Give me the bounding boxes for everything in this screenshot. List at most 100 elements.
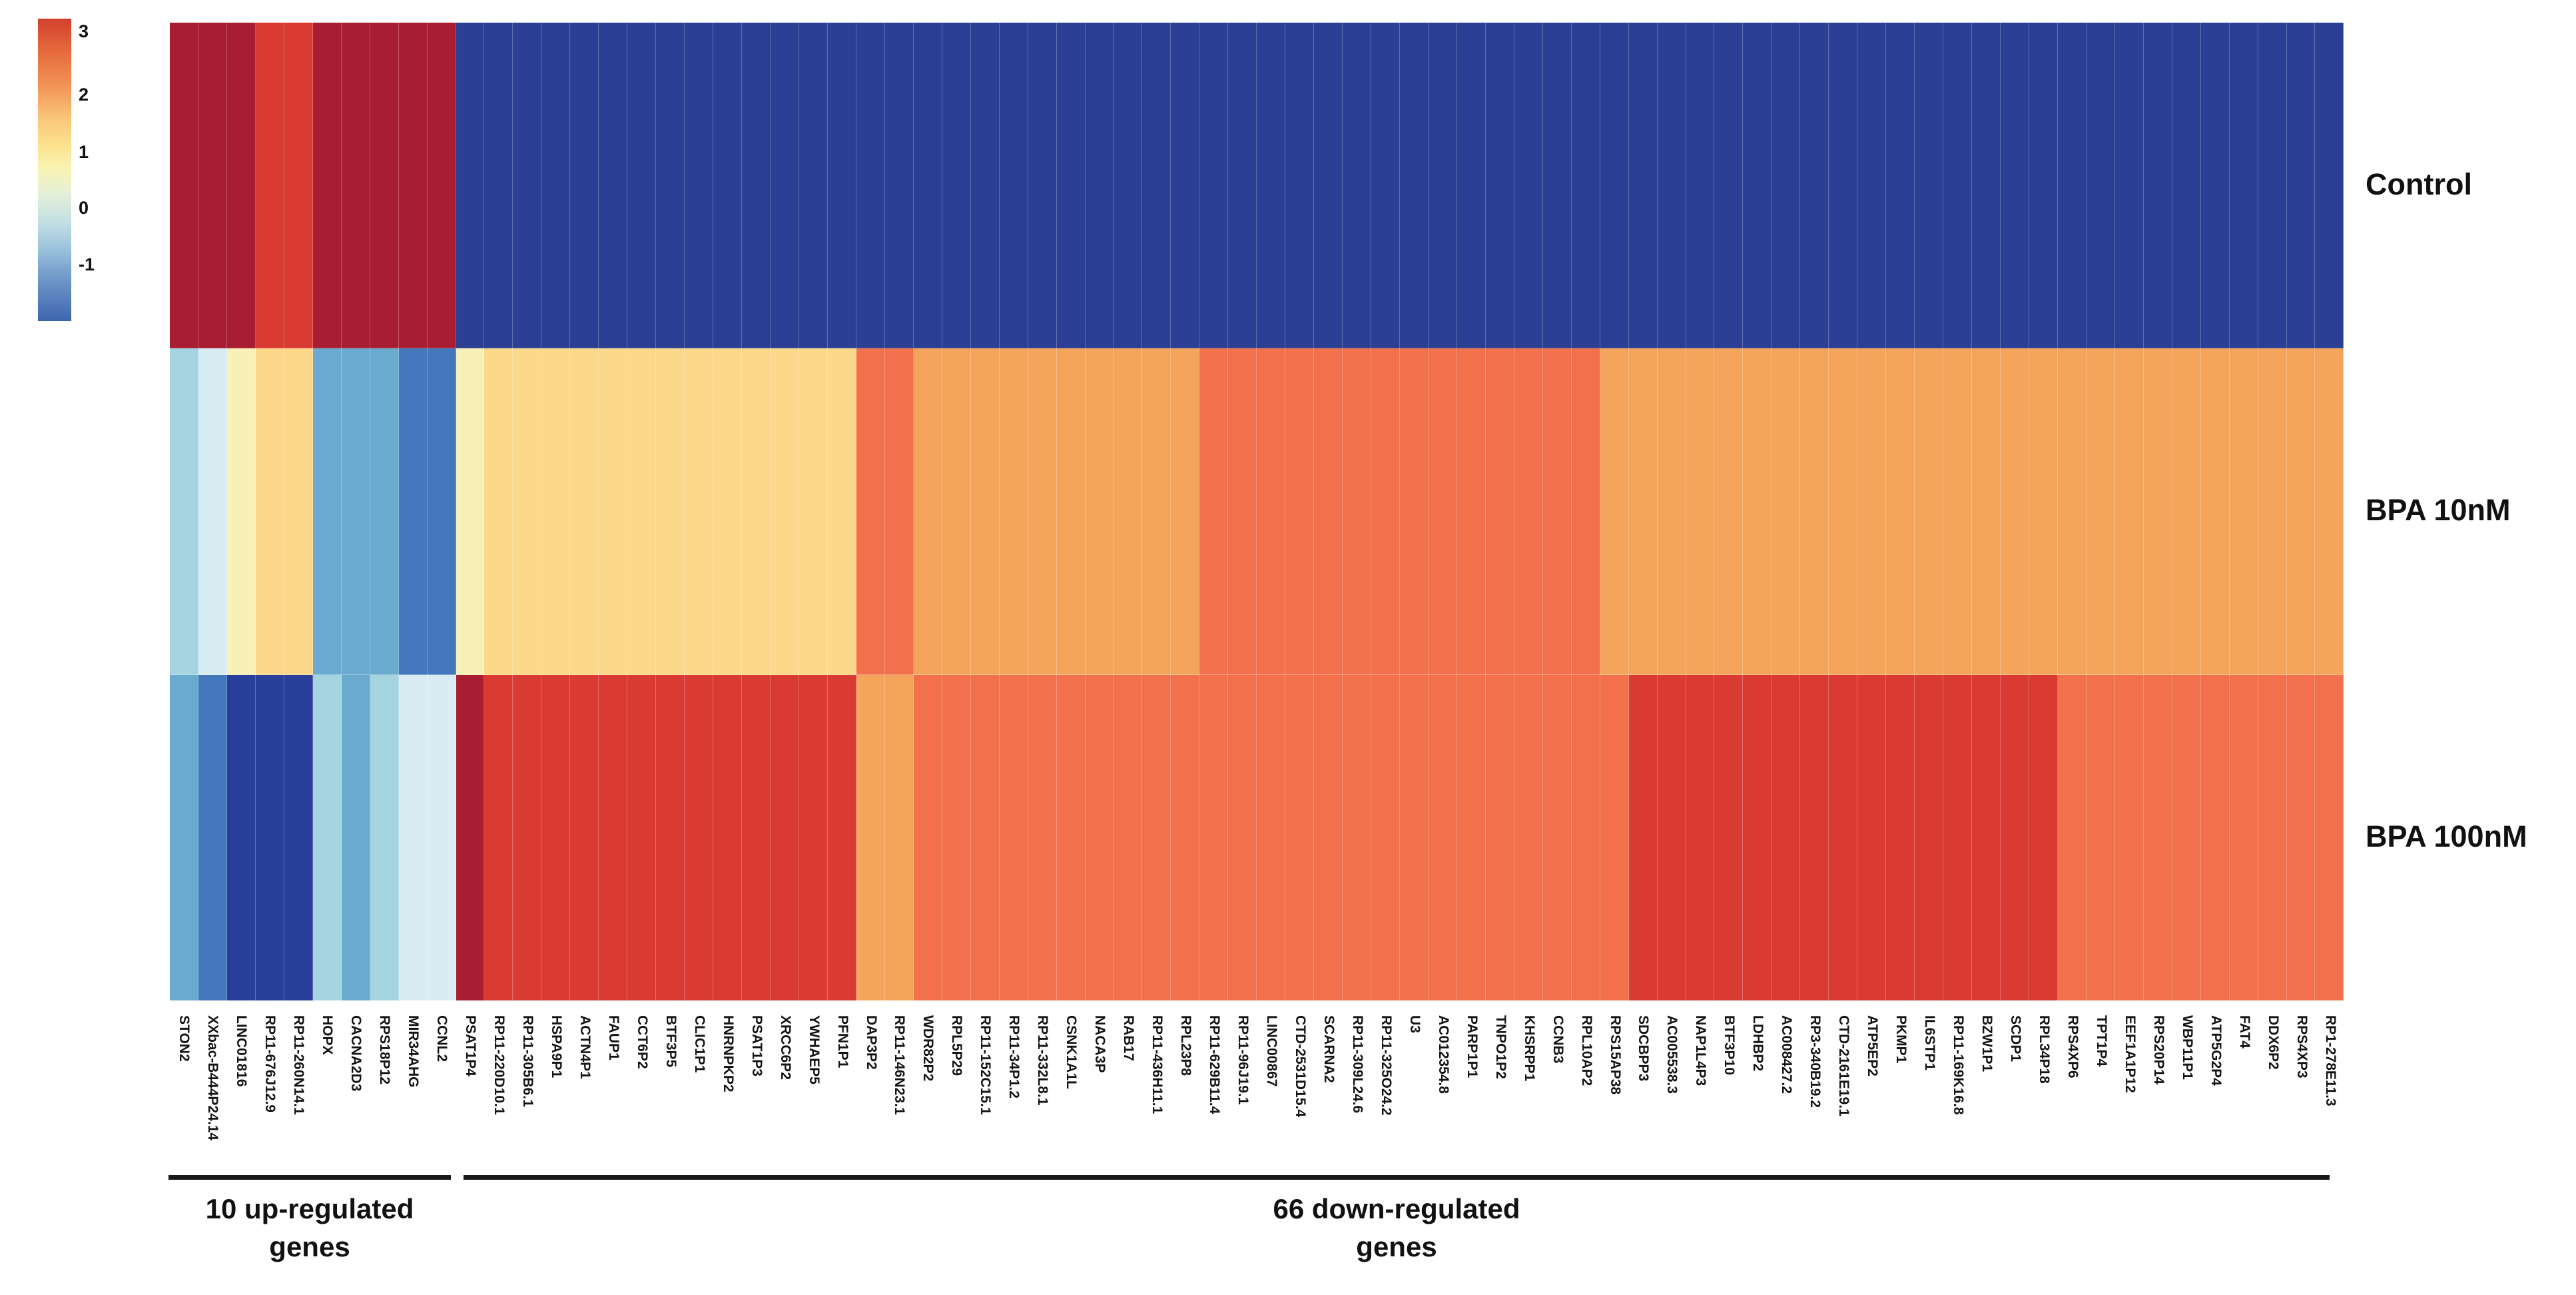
heatmap-cell [2029, 23, 2058, 349]
heatmap-row [170, 348, 2344, 675]
heatmap-cell [742, 674, 771, 1001]
heatmap-cell [1171, 23, 1200, 349]
gene-label: RAB17 [1121, 1015, 1137, 1061]
heatmap-cell [513, 348, 542, 675]
heatmap-cell [1399, 23, 1429, 349]
heatmap-cell [2001, 348, 2029, 675]
gene-label: RPL10AP2 [1578, 1015, 1594, 1086]
heatmap-cell [1142, 23, 1171, 349]
gene-label: RP3-340B19.2 [1807, 1015, 1823, 1108]
colorbar-tick-label: 0 [79, 198, 89, 218]
heatmap-cell [1114, 674, 1143, 1001]
heatmap-cell [1628, 674, 1658, 1001]
heatmap-cell [1056, 23, 1086, 349]
heatmap-cell [599, 23, 628, 349]
heatmap-cell [1343, 674, 1372, 1001]
gene-label: SDCBPP3 [1636, 1015, 1652, 1082]
heatmap-cell [599, 674, 628, 1001]
gene-label: RP11-676J12.9 [262, 1015, 278, 1112]
heatmap-cell [2172, 348, 2201, 675]
gene-label: RP11-220D10.1 [491, 1015, 507, 1115]
heatmap-cell [255, 23, 284, 349]
heatmap-cell [1028, 348, 1057, 675]
heatmap-cell [1056, 348, 1086, 675]
gene-label: RP11-309L24.6 [1349, 1015, 1365, 1114]
heatmap-cell [2057, 674, 2087, 1001]
heatmap-cell [1943, 348, 1973, 675]
gene-label: SCARNA2 [1321, 1015, 1337, 1083]
heatmap-cell [341, 348, 370, 675]
heatmap-cell [398, 674, 428, 1001]
gene-label: XXbac-B444P24.14 [205, 1015, 221, 1140]
heatmap-cell [1142, 674, 1171, 1001]
colorbar-gradient [38, 19, 71, 321]
heatmap-cell [1857, 23, 1887, 349]
heatmap-cell [1628, 348, 1658, 675]
heatmap-cell [370, 348, 399, 675]
heatmap-cell [827, 348, 856, 675]
heatmap-cell [1800, 23, 1829, 349]
heatmap-cell [398, 23, 428, 349]
heatmap-cell [1943, 23, 1973, 349]
gene-label: RP11-146N23.1 [892, 1015, 908, 1115]
heatmap-cell [427, 348, 456, 675]
heatmap-cell [1428, 674, 1457, 1001]
heatmap-cell [685, 23, 714, 349]
heatmap-cell [2286, 23, 2316, 349]
gene-label: FAUP1 [605, 1015, 621, 1061]
heatmap-cell [484, 348, 513, 675]
heatmap-cell [456, 348, 485, 675]
gene-label: PFN1P1 [834, 1015, 850, 1069]
heatmap-cell [913, 674, 942, 1001]
gene-label: CLIC1P1 [691, 1015, 707, 1073]
gene-label: HSPA9P1 [548, 1015, 564, 1079]
heatmap-cell [970, 348, 1000, 675]
heatmap-cell [1371, 23, 1400, 349]
heatmap-cell [226, 674, 256, 1001]
heatmap-cell [599, 348, 628, 675]
heatmap-cell [1257, 348, 1286, 675]
heatmap-cell [1542, 674, 1572, 1001]
heatmap-cell [999, 348, 1028, 675]
heatmap-cell [1915, 23, 1944, 349]
heatmap-cell [771, 348, 799, 675]
gene-label: CCT6P2 [634, 1015, 650, 1069]
gene-label: YWHAEP5 [806, 1015, 822, 1084]
heatmap-cell [799, 23, 828, 349]
gene-label: CACNA2D3 [348, 1015, 364, 1092]
gene-label: FAT4 [2236, 1015, 2252, 1049]
heatmap-cell [1257, 674, 1286, 1001]
heatmap-cell [1542, 348, 1572, 675]
heatmap-cell [685, 348, 714, 675]
heatmap-cell [1314, 23, 1343, 349]
heatmap-cell [1228, 23, 1257, 349]
gene-label: RP11-305B6.1 [520, 1015, 535, 1107]
heatmap-cell [1285, 23, 1315, 349]
gene-label: RP11-629B11.4 [1207, 1015, 1223, 1114]
gene-label: EEF1A1P12 [2122, 1015, 2138, 1093]
heatmap-cell [2200, 674, 2230, 1001]
heatmap-cell [456, 674, 485, 1001]
heatmap-cell [2229, 348, 2258, 675]
gene-label: PSAT1P4 [463, 1015, 479, 1077]
heatmap-cell [1171, 674, 1200, 1001]
heatmap-cell [1600, 23, 1629, 349]
heatmap-cell [1514, 23, 1543, 349]
heatmap-cell [1800, 348, 1829, 675]
heatmap-cell [198, 23, 227, 349]
gene-label: RPL34P18 [2036, 1015, 2052, 1084]
heatmap-cell [1314, 348, 1343, 675]
gene-label: AC012354.8 [1435, 1015, 1451, 1094]
heatmap-cell [341, 23, 370, 349]
gene-label: CCNL2 [434, 1015, 450, 1063]
gene-label: DAP3P2 [863, 1015, 879, 1070]
gene-label: IL6STP1 [1922, 1015, 1938, 1071]
heatmap-cell [1028, 23, 1057, 349]
heatmap [170, 23, 2344, 1001]
heatmap-cell [1857, 674, 1887, 1001]
gene-label: RPL23P8 [1178, 1015, 1194, 1077]
heatmap-cell [1743, 348, 1772, 675]
heatmap-cell [1142, 348, 1171, 675]
group-underline-upregulated [168, 1175, 451, 1180]
